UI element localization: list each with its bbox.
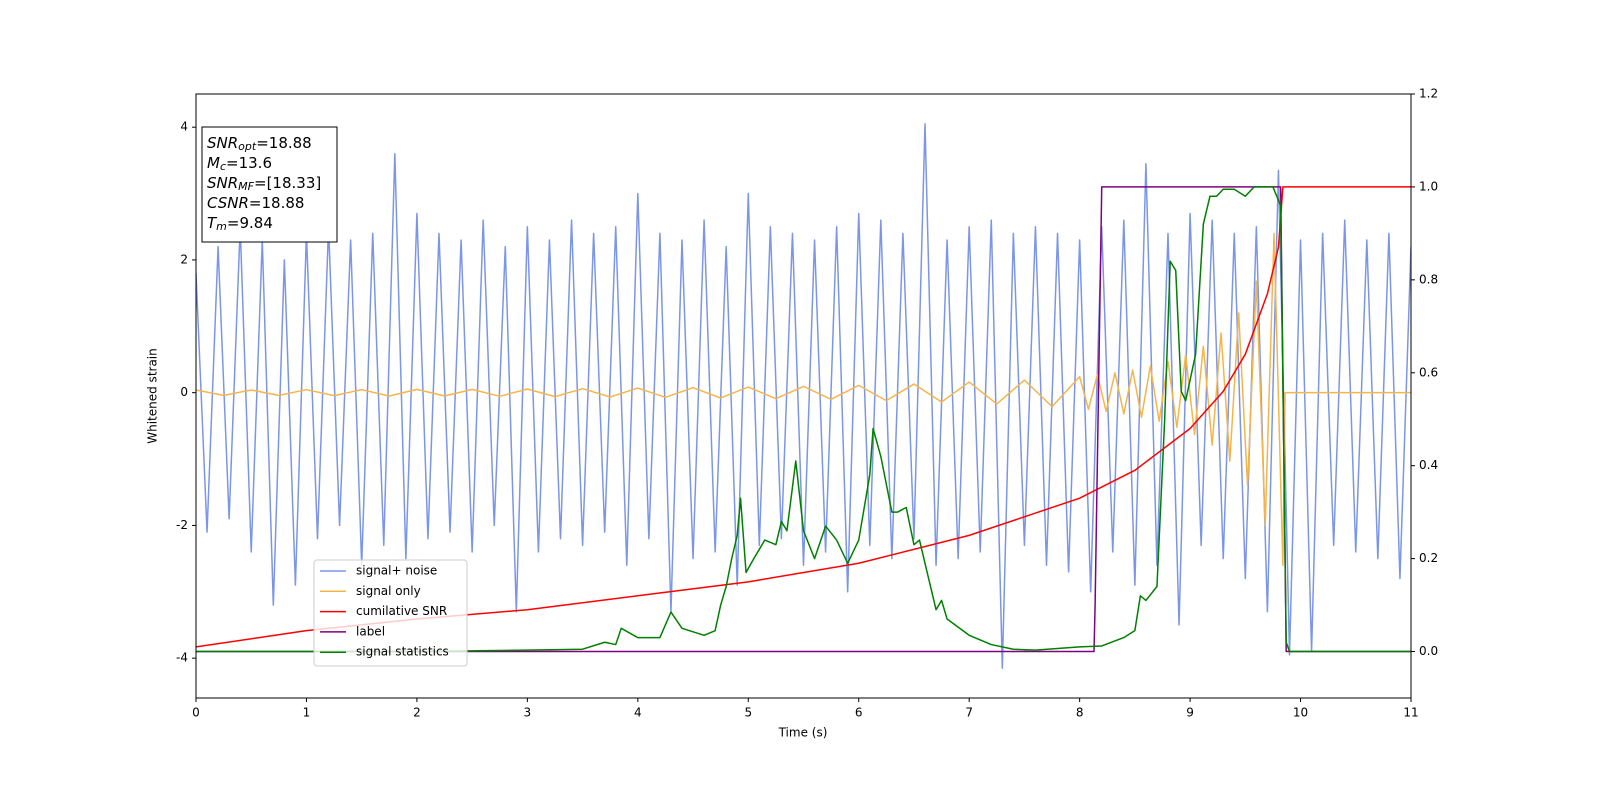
- annotation-box: SNRopt=18.88Mc=13.6SNRMF=[18.33]CSNR=18.…: [201, 126, 338, 243]
- y2-tick-label: 1.0: [1419, 179, 1438, 193]
- annotation-sub: c: [220, 160, 226, 173]
- x-tick-label: 9: [1186, 706, 1194, 720]
- annotation-sub: m: [216, 220, 227, 233]
- x-tick-label: 7: [965, 706, 973, 720]
- x-tick-label: 1: [303, 706, 311, 720]
- legend-label: label: [356, 624, 385, 638]
- x-tick-label: 0: [192, 706, 200, 720]
- legend: signal+ noise signal only cumilative SNR la…: [313, 559, 468, 667]
- x-tick-label: 6: [855, 706, 863, 720]
- y-tick-label: 0: [180, 385, 188, 399]
- series-line: [196, 123, 1411, 669]
- annotation-rest: =9.84: [227, 214, 273, 232]
- annotation-base: SNR: [207, 134, 238, 152]
- legend-label: signal only: [356, 584, 421, 598]
- series-line: [196, 186, 1411, 653]
- annotation: SNRopt=18.88: [207, 134, 312, 154]
- legend-label: cumilative SNR: [356, 604, 447, 618]
- y-tick-label: -4: [176, 651, 188, 665]
- x-tick-label: 11: [1403, 706, 1418, 720]
- annotation-rest: =[18.33]: [254, 174, 321, 192]
- y-tick-label: 4: [180, 120, 188, 134]
- annotation-sub: opt: [238, 140, 257, 153]
- y2-tick-label: 1.2: [1419, 87, 1438, 101]
- annotation-frame: [201, 126, 338, 243]
- x-axis-label: Time (s): [778, 726, 828, 740]
- legend-frame: [313, 559, 468, 667]
- y2-tick-label: 0.0: [1419, 644, 1438, 658]
- y2-tick-label: 0.2: [1419, 551, 1438, 565]
- annotation-rest: =18.88: [256, 134, 312, 152]
- legend-label: signal statistics: [356, 645, 449, 659]
- annotation-rest: =18.88: [249, 194, 305, 212]
- x-tick-label: 8: [1076, 706, 1084, 720]
- x-tick-label: 5: [744, 706, 752, 720]
- y2-tick-label: 0.8: [1419, 272, 1438, 286]
- x-tick-label: 10: [1293, 706, 1308, 720]
- axes-frame: [195, 93, 1412, 699]
- annotation-sub: MF: [238, 180, 254, 193]
- y-axis-label: Whitened strain: [146, 348, 160, 444]
- y-tick-label: -2: [176, 518, 188, 532]
- annotation: CSNR=18.88: [207, 194, 304, 212]
- annotation-rest: =13.6: [226, 154, 272, 172]
- x-tick-label: 3: [524, 706, 532, 720]
- annotation: Mc=13.6: [207, 154, 272, 174]
- series-line: [196, 232, 1411, 566]
- annotation-base: SNR: [207, 174, 238, 192]
- series-line: [196, 186, 1411, 653]
- annotation: SNRMF=[18.33]: [207, 174, 321, 194]
- annotation-base: M: [207, 154, 220, 172]
- x-tick-label: 2: [413, 706, 421, 720]
- annotation-base: CSNR: [207, 194, 249, 212]
- series-line: [196, 186, 1411, 648]
- x-tick-label: 4: [634, 706, 642, 720]
- y2-tick-label: 0.4: [1419, 458, 1438, 472]
- annotation-base: T: [207, 214, 218, 232]
- y2-tick-label: 0.6: [1419, 365, 1438, 379]
- annotation: Tm=9.84: [207, 214, 273, 234]
- legend-label: signal+ noise: [356, 564, 437, 578]
- y-tick-label: 2: [180, 252, 188, 266]
